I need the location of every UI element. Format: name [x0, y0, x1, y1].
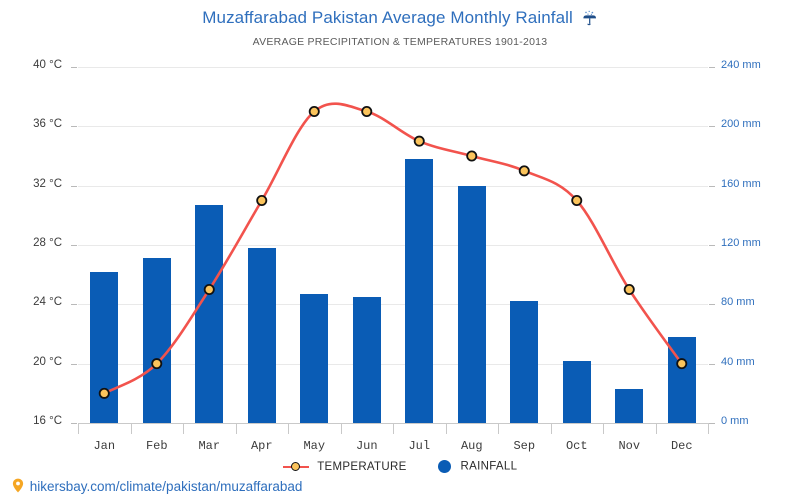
- legend-label-temperature: TEMPERATURE: [317, 460, 407, 473]
- temperature-point-may[interactable]: [308, 106, 320, 118]
- temperature-point-oct[interactable]: [571, 194, 583, 206]
- y-axis-label-right: 120 mm: [721, 237, 761, 249]
- y-axis-label-right: 0 mm: [721, 415, 749, 427]
- temperature-point-apr[interactable]: [256, 194, 268, 206]
- legend-temperature-marker-icon: [282, 461, 309, 473]
- x-axis-tick: [78, 423, 79, 434]
- y-axis-label-right: 200 mm: [721, 118, 761, 131]
- legend-rainfall-marker-icon: [438, 460, 452, 473]
- y-axis-label-left: 32 °C: [33, 177, 62, 190]
- y-axis-tick-left: [71, 185, 77, 187]
- x-axis-label-jun: Jun: [355, 439, 378, 453]
- y-axis-label-right: 240 mm: [721, 59, 761, 71]
- y-axis-tick-right: [709, 185, 715, 187]
- x-axis-tick: [498, 423, 499, 434]
- bar-aug[interactable]: [457, 185, 486, 423]
- y-axis-label-right: 160 mm: [721, 177, 761, 190]
- temperature-line-series: [98, 102, 688, 399]
- y-axis-tick-left: [71, 67, 77, 68]
- x-axis-tick: [603, 423, 604, 434]
- y-axis-label-right: 80 mm: [721, 296, 755, 309]
- y-axis-label-left: 16 °C: [33, 415, 62, 427]
- x-axis-label-feb: Feb: [145, 439, 168, 453]
- gridline: [78, 363, 708, 365]
- legend-label-rainfall: RAINFALL: [460, 460, 518, 473]
- y-axis-tick-right: [709, 126, 715, 128]
- y-axis-label-left: 20 °C: [33, 355, 62, 368]
- y-axis-tick-left: [71, 423, 77, 424]
- x-axis-label-nov: Nov: [618, 439, 641, 453]
- y-axis-tick-left: [71, 363, 77, 365]
- x-axis-tick: [550, 423, 552, 434]
- temperature-point-jun[interactable]: [361, 106, 373, 118]
- bar-mar[interactable]: [195, 204, 224, 423]
- x-axis-label-apr: Apr: [250, 439, 273, 453]
- x-axis-label-oct: Oct: [565, 439, 588, 453]
- x-axis-tick: [130, 423, 132, 434]
- gridline: [78, 67, 708, 68]
- bar-may[interactable]: [300, 293, 329, 423]
- temperature-point-dec[interactable]: [676, 358, 688, 370]
- x-axis-label-dec: Dec: [670, 439, 693, 453]
- x-axis-tick: [445, 423, 447, 434]
- bar-sep[interactable]: [510, 301, 539, 423]
- bar-jul[interactable]: [405, 158, 434, 423]
- chart-subtitle: AVERAGE PRECIPITATION & TEMPERATURES 190…: [252, 36, 548, 48]
- y-axis-tick-right: [709, 423, 715, 424]
- umbrella-rain-icon: [582, 10, 598, 26]
- y-axis-label-left: 36 °C: [33, 118, 62, 131]
- chart-legend: TEMPERATURE RAINFALL: [0, 460, 800, 473]
- x-axis-tick: [288, 423, 289, 434]
- x-axis-label-jul: Jul: [408, 439, 431, 453]
- legend-item-temperature[interactable]: TEMPERATURE: [282, 460, 407, 473]
- x-axis-tick: [655, 423, 657, 434]
- x-axis-tick: [708, 423, 709, 434]
- y-axis-tick-right: [709, 67, 715, 68]
- y-axis-tick-right: [709, 304, 715, 306]
- y-axis-tick-left: [71, 245, 77, 246]
- y-axis-tick-right: [709, 245, 715, 246]
- y-axis-label-left: 28 °C: [33, 237, 62, 249]
- y-axis-tick-left: [71, 304, 77, 306]
- bar-apr[interactable]: [247, 247, 276, 423]
- x-axis-tick: [340, 423, 342, 434]
- bar-feb[interactable]: [142, 258, 171, 423]
- temperature-point-jan[interactable]: [98, 387, 110, 399]
- temperature-point-aug[interactable]: [466, 150, 478, 162]
- temperature-point-mar[interactable]: [203, 283, 215, 295]
- x-axis-label-aug: Aug: [460, 439, 483, 453]
- source-link[interactable]: hikersbay.com/climate/pakistan/muzaffara…: [12, 478, 302, 494]
- temperature-point-sep[interactable]: [518, 165, 530, 177]
- x-axis-label-may: May: [303, 439, 326, 453]
- y-axis-label-left: 24 °C: [33, 296, 62, 309]
- y-axis-label-left: 40 °C: [33, 59, 62, 71]
- temperature-point-feb[interactable]: [151, 358, 163, 370]
- gridline: [78, 185, 708, 187]
- x-axis-label-mar: Mar: [198, 439, 221, 453]
- temperature-point-jul[interactable]: [413, 135, 425, 147]
- map-pin-icon: [12, 478, 24, 493]
- y-axis-tick-right: [709, 363, 715, 365]
- bar-oct[interactable]: [562, 360, 591, 423]
- x-axis-tick: [393, 423, 394, 434]
- x-axis-tick: [235, 423, 237, 434]
- legend-item-rainfall[interactable]: RAINFALL: [438, 460, 517, 473]
- plot-area: 16 °C 20 °C 24 °C 28 °C 32 °C 36 °C 40 °C 0 mm 4…: [33, 59, 761, 453]
- source-link-text: hikersbay.com/climate/pakistan/muzaffara…: [29, 479, 303, 494]
- y-axis-tick-left: [71, 126, 77, 128]
- x-axis-label-jan: Jan: [93, 439, 116, 453]
- y-axis-label-right: 40 mm: [721, 355, 755, 368]
- x-axis-label-sep: Sep: [513, 439, 536, 453]
- gridline: [78, 304, 708, 306]
- bar-nov[interactable]: [615, 388, 644, 423]
- page-title-text: Muzaffarabad Pakistan Average Monthly Ra…: [202, 8, 573, 27]
- gridline: [78, 245, 708, 246]
- page-title: Muzaffarabad Pakistan Average Monthly Ra…: [0, 8, 800, 28]
- bar-jun[interactable]: [352, 296, 381, 423]
- x-axis-tick: [183, 423, 184, 434]
- temperature-point-nov[interactable]: [623, 283, 635, 295]
